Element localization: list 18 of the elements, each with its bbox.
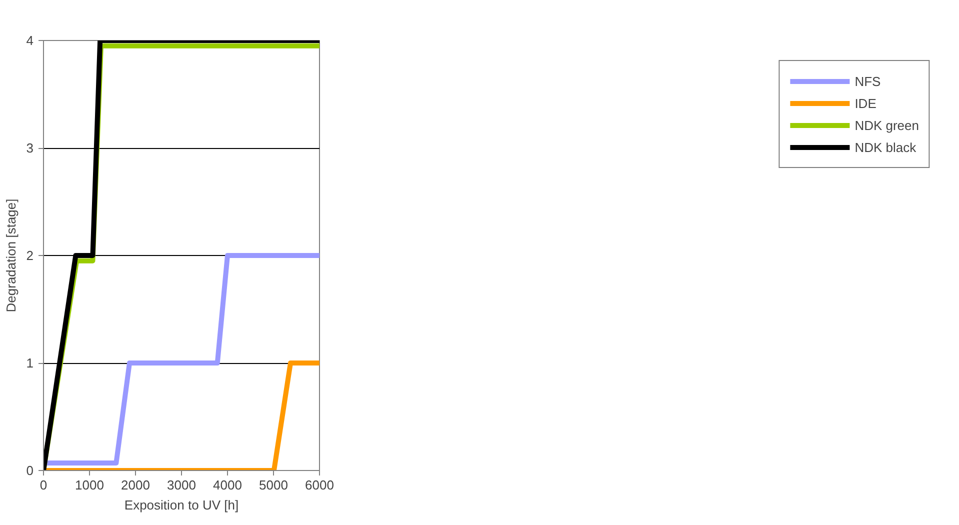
- x-tick-label: 1000: [75, 478, 104, 492]
- x-tick-label: 0: [40, 478, 48, 492]
- x-tick-label: 2000: [121, 478, 150, 492]
- y-tick-label: 1: [26, 356, 34, 370]
- y-tick-label: 2: [26, 248, 34, 263]
- legend-label: NDK black: [854, 140, 916, 154]
- x-tick-label: 6000: [305, 478, 334, 492]
- legend-label: IDE: [854, 96, 876, 110]
- x-tick-label: 5000: [259, 478, 288, 492]
- y-tick-label: 0: [26, 463, 34, 478]
- legend-label: NDK green: [854, 118, 919, 132]
- legend-label: NFS: [854, 74, 881, 88]
- y-tick-label: 4: [26, 33, 34, 48]
- x-tick-label: 4000: [213, 478, 242, 492]
- x-tick-label: 3000: [167, 478, 196, 492]
- x-axis-title: Exposition to UV [h]: [124, 498, 239, 512]
- y-tick-label: 3: [26, 140, 34, 156]
- y-axis-title: Degradation [stage]: [3, 198, 18, 312]
